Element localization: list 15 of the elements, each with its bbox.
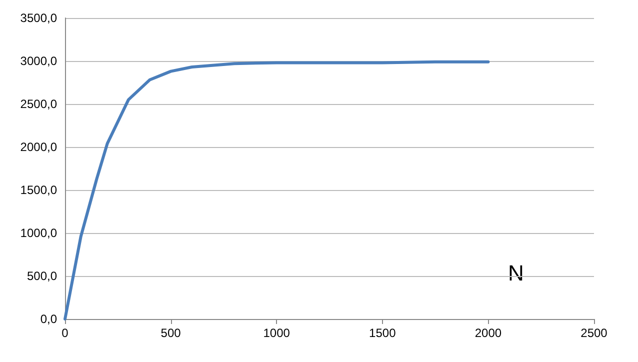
y-tick-label: 1000,0 — [20, 226, 58, 240]
y-tick-label: 3500,0 — [20, 11, 58, 25]
x-tick-label: 1500 — [369, 326, 396, 340]
y-tick-label: 3000,0 — [20, 54, 58, 68]
x-tick-label: 500 — [160, 326, 182, 340]
y-tick-label: 1500,0 — [20, 183, 58, 197]
x-tick-label: 0 — [62, 326, 69, 340]
y-tick-label: 2500,0 — [20, 97, 58, 111]
y-tick-label: 0,0 — [40, 312, 58, 326]
x-tick-label: 2500 — [580, 326, 608, 340]
x-tick-label: 1000 — [263, 326, 290, 340]
x-tick-label: 2000 — [474, 326, 502, 340]
line-series — [64, 60, 490, 320]
y-tick-label: 2000,0 — [20, 140, 58, 154]
y-tick-label: 500,0 — [26, 269, 58, 283]
